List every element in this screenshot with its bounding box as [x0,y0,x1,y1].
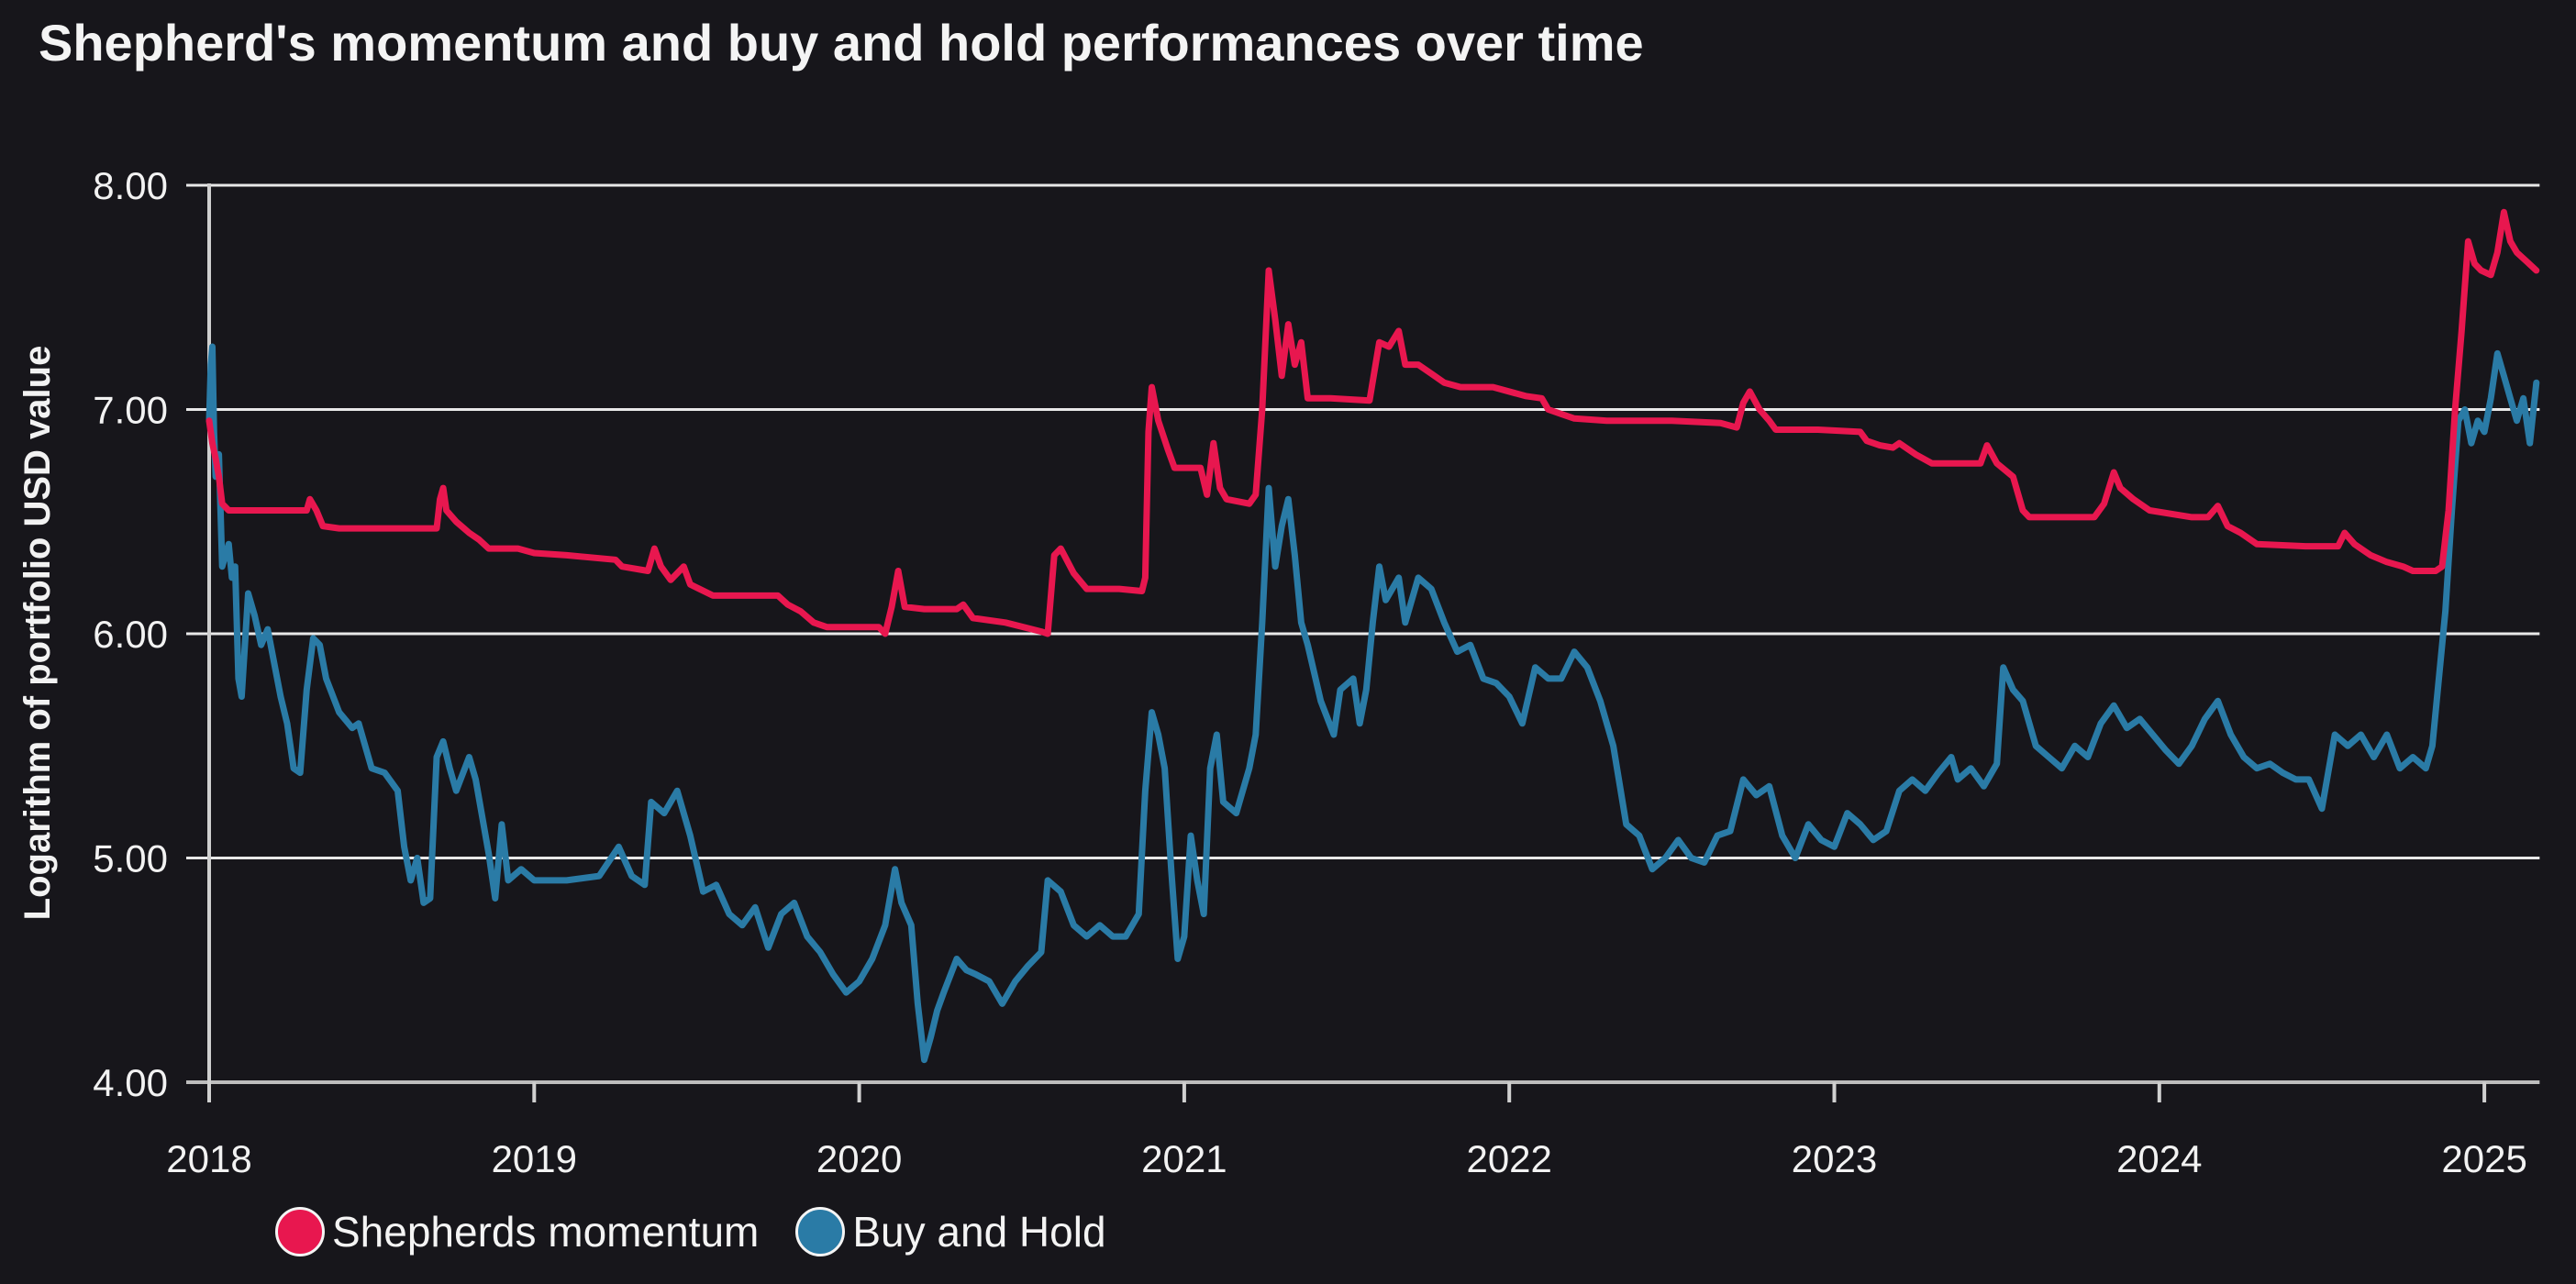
x-tick-label: 2020 [816,1137,902,1180]
x-tick-label: 2024 [2116,1137,2202,1180]
y-tick-label: 5.00 [93,837,168,880]
x-tick-label: 2021 [1141,1137,1227,1180]
series-line-buy-and-hold [205,343,2540,1064]
x-tick-label: 2019 [492,1137,577,1180]
legend-item-momentum[interactable]: Shepherds momentum [275,1207,759,1256]
legend-swatch-momentum-icon [275,1207,325,1256]
x-tick-label: 2018 [166,1137,251,1180]
legend: Shepherds momentum Buy and Hold [275,1207,1143,1256]
x-tick-label: 2022 [1466,1137,1551,1180]
legend-label-momentum: Shepherds momentum [332,1208,760,1256]
chart-title: Shepherd's momentum and buy and hold per… [39,14,1644,72]
y-axis-title: Logarithm of portfolio USD value [17,346,58,921]
y-tick-label: 8.00 [93,164,168,207]
tick-labels: 4.00 5.00 6.00 7.00 8.00 2018 2019 2020 2021 2022… [93,164,2527,1180]
gridlines [186,183,2540,1084]
legend-swatch-buy-and-hold-icon [795,1207,846,1256]
y-tick-label: 6.00 [93,613,168,656]
legend-item-buy-and-hold[interactable]: Buy and Hold [795,1207,1106,1256]
y-tick-label: 7.00 [93,389,168,432]
x-tick-label: 2023 [1792,1137,1877,1180]
x-tick-label: 2025 [2441,1137,2526,1180]
series-line-shepherds-momentum [205,208,2540,637]
series-layer [205,208,2540,1064]
y-tick-label: 4.00 [93,1061,168,1104]
axes [207,183,2487,1102]
legend-label-buy-and-hold: Buy and Hold [852,1208,1106,1256]
